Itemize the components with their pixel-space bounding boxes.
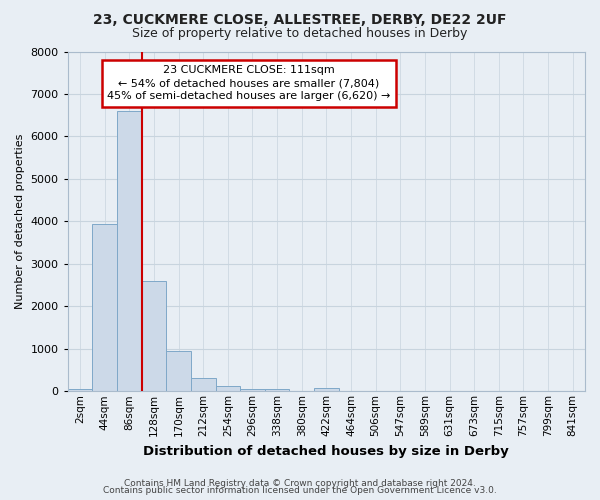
Text: Contains HM Land Registry data © Crown copyright and database right 2024.: Contains HM Land Registry data © Crown c… — [124, 478, 476, 488]
Bar — [117, 111, 142, 392]
Text: Contains public sector information licensed under the Open Government Licence v3: Contains public sector information licen… — [103, 486, 497, 495]
Bar — [166, 351, 191, 392]
Text: 23, CUCKMERE CLOSE, ALLESTREE, DERBY, DE22 2UF: 23, CUCKMERE CLOSE, ALLESTREE, DERBY, DE… — [93, 12, 507, 26]
X-axis label: Distribution of detached houses by size in Derby: Distribution of detached houses by size … — [143, 444, 509, 458]
Text: Size of property relative to detached houses in Derby: Size of property relative to detached ho… — [133, 28, 467, 40]
Bar — [215, 386, 240, 392]
Bar — [240, 388, 265, 392]
Bar — [92, 224, 117, 392]
Text: 23 CUCKMERE CLOSE: 111sqm
← 54% of detached houses are smaller (7,804)
45% of se: 23 CUCKMERE CLOSE: 111sqm ← 54% of detac… — [107, 65, 391, 102]
Bar — [265, 388, 289, 392]
Bar — [142, 281, 166, 392]
Bar — [191, 378, 215, 392]
Bar — [314, 388, 338, 392]
Bar — [68, 388, 92, 392]
Y-axis label: Number of detached properties: Number of detached properties — [15, 134, 25, 309]
